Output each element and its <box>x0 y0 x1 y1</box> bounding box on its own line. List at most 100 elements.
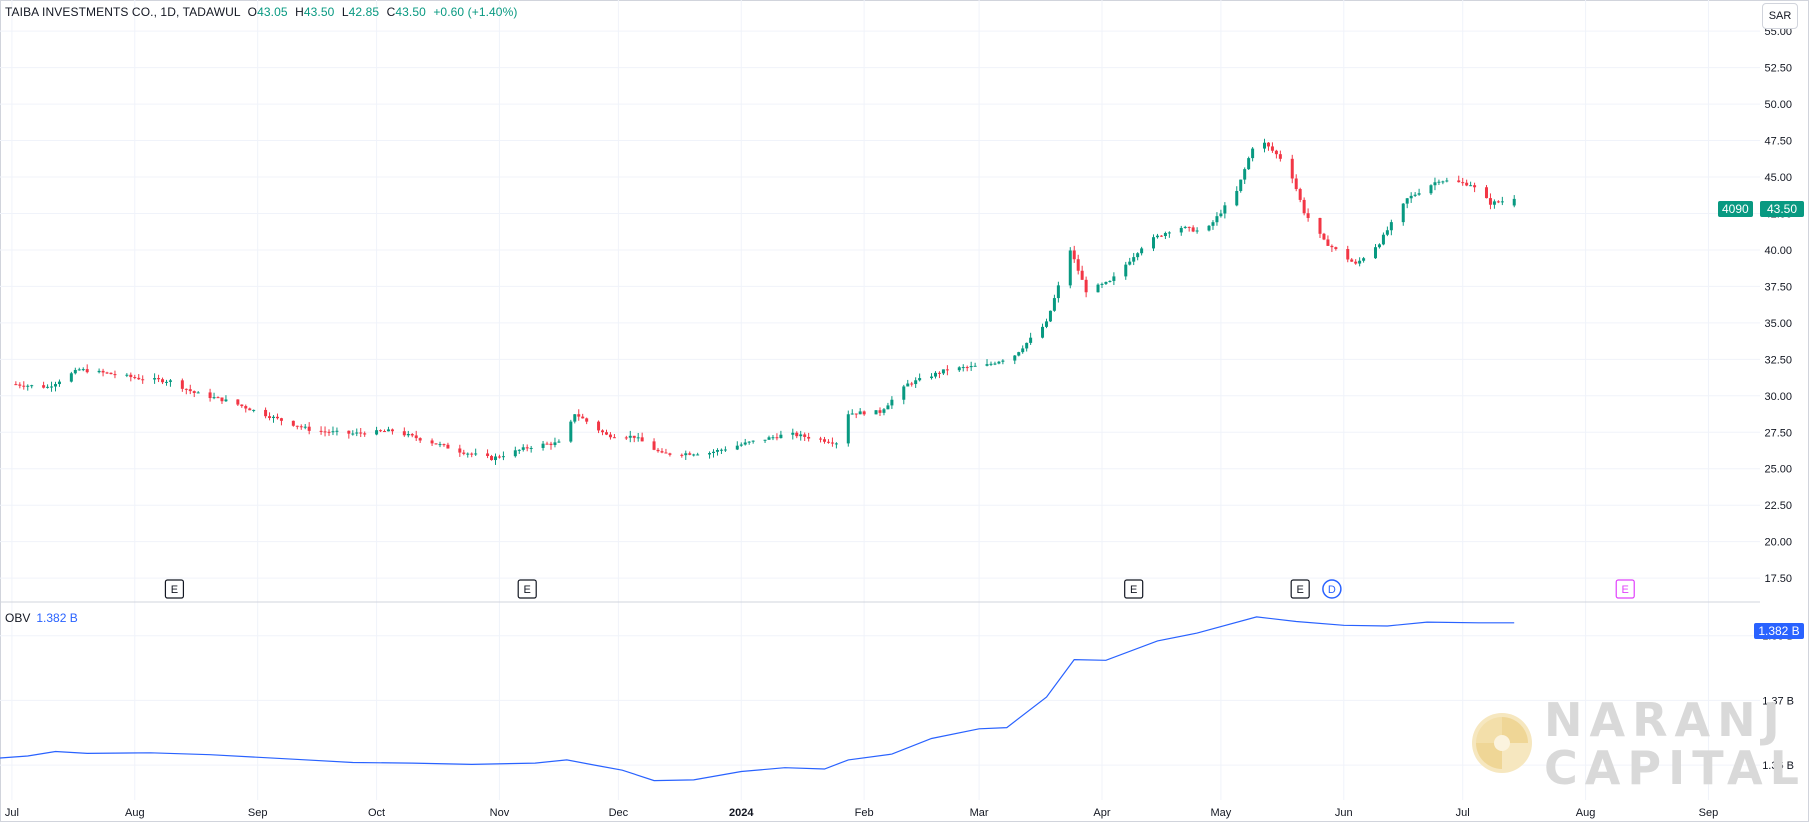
candle-body <box>57 381 61 385</box>
price-tick-label: 32.50 <box>1764 354 1792 366</box>
candle-body <box>636 437 640 439</box>
price-tick-label: 40.00 <box>1764 245 1792 257</box>
candle-body <box>184 388 188 390</box>
candle-body <box>323 431 327 433</box>
candle-body <box>490 455 494 461</box>
candle-body <box>1413 194 1417 196</box>
candle-body <box>192 391 196 394</box>
candle-body <box>390 429 394 432</box>
candle-body <box>46 386 50 388</box>
candle-body <box>1409 195 1413 199</box>
candle-body <box>1496 201 1500 203</box>
watermark-line1: NARANJ <box>1544 693 1787 747</box>
candle-body <box>957 367 961 371</box>
candle-body <box>688 453 692 455</box>
candle-body <box>244 406 248 409</box>
candle-body <box>692 454 696 456</box>
candle-body <box>470 453 474 455</box>
candle-body <box>803 434 807 437</box>
candle-body <box>220 397 224 402</box>
low-value: 42.85 <box>348 5 380 19</box>
candle-body <box>1096 284 1100 293</box>
candle-body <box>196 392 200 394</box>
candle-body <box>775 437 779 439</box>
candle-body <box>1294 178 1298 190</box>
candle-body <box>608 434 612 438</box>
time-tick-label: Mar <box>970 807 989 819</box>
candle-body <box>779 434 783 439</box>
candle-body <box>1377 244 1381 248</box>
symbol-legend[interactable]: TAIBA INVESTMENTS CO., 1D, TADAWUL O43.0… <box>5 5 517 19</box>
candle-body <box>668 453 672 455</box>
candle-body <box>402 431 406 436</box>
price-tick-label: 20.00 <box>1764 537 1792 549</box>
price-tick-label: 45.00 <box>1764 172 1792 184</box>
candle-body <box>973 365 977 367</box>
candle-body <box>1334 247 1338 250</box>
candle-body <box>291 420 295 426</box>
time-tick-label: Sep <box>248 807 268 819</box>
candle-body <box>1195 230 1199 232</box>
earnings-marker <box>517 579 537 599</box>
candle-body <box>743 442 747 445</box>
candle-body <box>386 429 390 432</box>
candle-body <box>438 444 442 446</box>
candle-body <box>826 441 830 443</box>
candle-body <box>723 449 727 451</box>
candle-body <box>1358 260 1362 264</box>
candle-body <box>1155 235 1159 238</box>
candle-body <box>1068 250 1072 286</box>
currency-button[interactable]: SAR <box>1762 3 1798 29</box>
price-tick-label: 50.00 <box>1764 99 1792 111</box>
candle-body <box>819 438 823 440</box>
candle-body <box>878 410 882 413</box>
time-tick-label: Oct <box>368 807 385 819</box>
candle-body <box>327 431 331 433</box>
candle-body <box>264 409 268 417</box>
candle-body <box>767 437 771 440</box>
candle-body <box>945 369 949 371</box>
watermark: NARANJ CAPITAL <box>1470 693 1799 795</box>
candle-body <box>458 448 462 453</box>
candle-body <box>933 372 937 377</box>
candle-body <box>660 451 664 453</box>
candle-body <box>1354 261 1358 264</box>
obv-value-badge: 1.382 B <box>1754 623 1804 639</box>
earnings-marker-label: E <box>1622 584 1629 596</box>
obv-legend[interactable]: OBV 1.382 B <box>5 611 78 625</box>
candle-body <box>791 432 795 435</box>
candle-body <box>1211 222 1215 226</box>
candle-body <box>69 373 73 382</box>
candle-body <box>375 430 379 435</box>
naranj-logo-icon <box>1472 713 1532 773</box>
candle-body <box>410 433 414 436</box>
candle-body <box>359 432 363 434</box>
candle-body <box>1362 258 1366 261</box>
price-tick-label: 55.00 <box>1764 26 1792 38</box>
candle-body <box>1124 264 1128 277</box>
high-value: 43.50 <box>303 5 335 19</box>
candle-body <box>890 399 894 406</box>
candle-body <box>1112 276 1116 281</box>
candle-body <box>545 443 549 445</box>
candle-body <box>1029 337 1033 343</box>
dividend-marker-label: D <box>1328 584 1336 596</box>
price-tick-label: 17.50 <box>1764 573 1792 585</box>
candle-body <box>1013 355 1017 361</box>
candle-body <box>640 437 644 442</box>
candle-body <box>236 399 240 405</box>
earnings-marker <box>1615 579 1635 599</box>
candle-body <box>486 453 490 456</box>
candle-body <box>295 425 299 427</box>
time-tick-label: Nov <box>490 807 510 819</box>
candle-body <box>513 450 517 457</box>
candle-body <box>1239 179 1243 191</box>
candle-body <box>1484 187 1488 199</box>
candle-body <box>664 452 668 454</box>
candle-body <box>969 366 973 368</box>
change-value: +0.60 (+1.40%) <box>433 5 518 19</box>
time-tick-label: Dec <box>609 807 629 819</box>
candle-body <box>1128 261 1132 265</box>
candle-body <box>30 385 34 387</box>
